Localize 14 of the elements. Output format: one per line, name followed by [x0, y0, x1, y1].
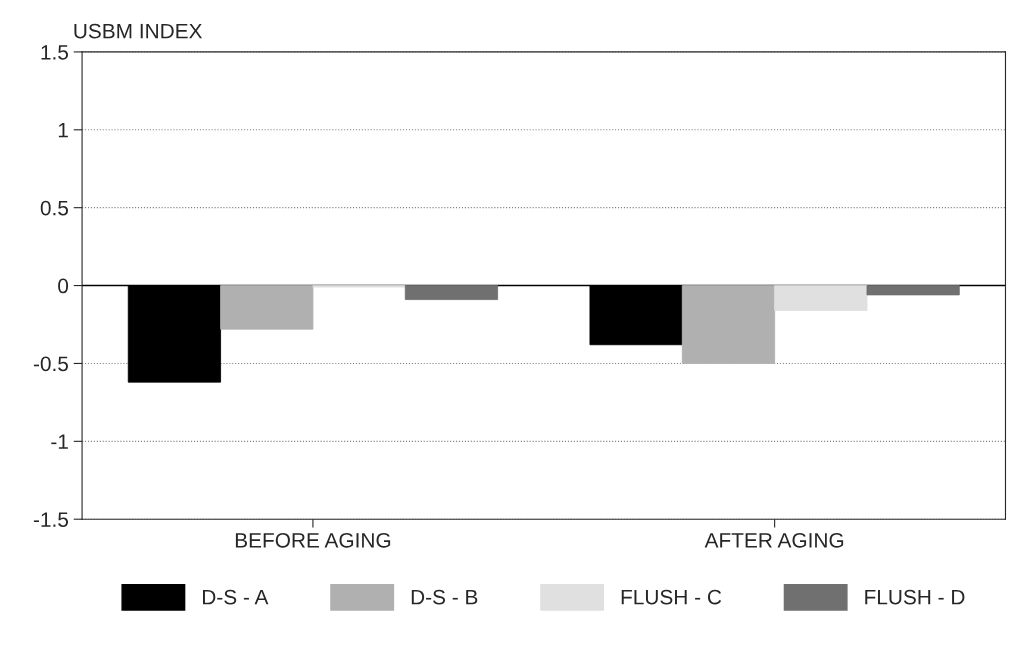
y-tick-label: 1.5	[41, 45, 69, 60]
x-tick-label: AFTER AGING	[704, 532, 844, 548]
legend-label: FLUSH - D	[865, 589, 965, 605]
y-tick-label: -0.5	[33, 356, 69, 372]
y-tick-label: 0	[58, 278, 69, 294]
y-axis-title: USBM INDEX	[74, 23, 203, 39]
y-tick-label: 0.5	[40, 200, 69, 216]
x-tick-label: BEFORE AGING	[235, 532, 391, 548]
legend-label: D-S - A	[203, 589, 269, 605]
y-tick-label: 1	[58, 123, 68, 138]
legend-label: D-S - B	[411, 589, 478, 605]
y-tick-label: -1.5	[33, 512, 69, 527]
y-tick-label: -1	[51, 434, 68, 449]
legend-label: FLUSH - C	[621, 589, 722, 605]
